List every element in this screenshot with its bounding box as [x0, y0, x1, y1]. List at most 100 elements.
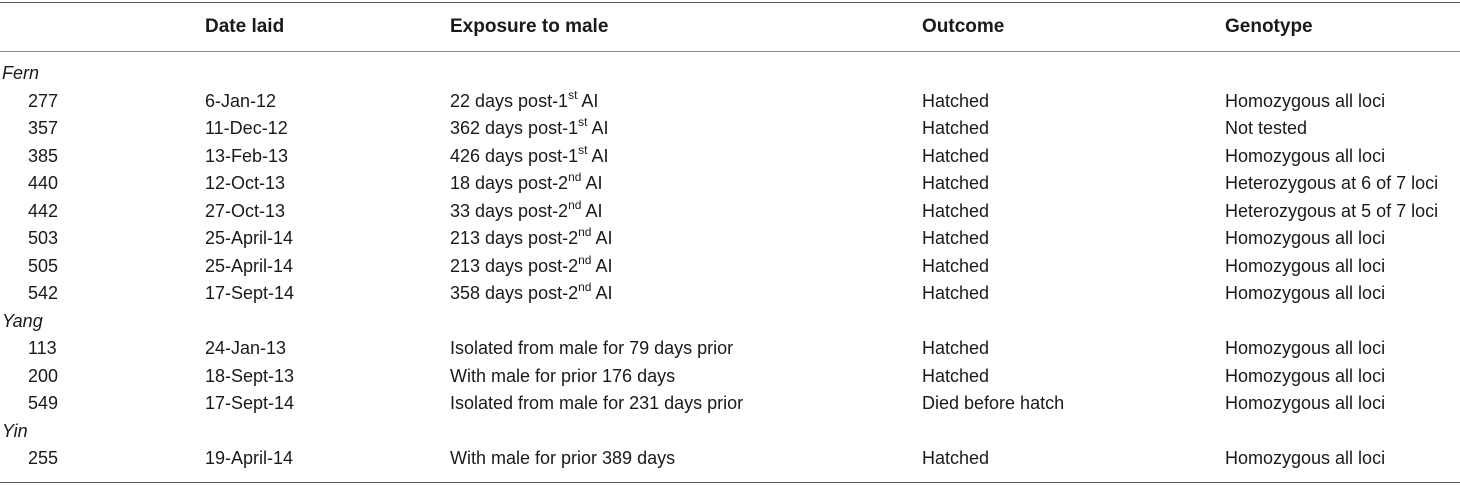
table-row: 255 19-April-14 With male for prior 389 da…: [0, 445, 1460, 472]
outcome-cell: Hatched: [922, 145, 990, 166]
ordinal-suffix: st: [568, 87, 578, 102]
genotype-cell: Homozygous all loci: [1225, 338, 1386, 358]
exposure-text: Isolated from male for 79 days prior: [450, 338, 734, 358]
date-laid-cell: 17-Sept-14: [205, 283, 295, 303]
outcome-cell: Hatched: [922, 173, 990, 193]
exposure-cell: 213 days post-2nd AI: [450, 253, 612, 280]
group-label: Yin: [2, 420, 28, 441]
ordinal-suffix: nd: [578, 225, 592, 239]
ordinal-suffix: st: [578, 142, 588, 157]
exposure-text: With male for prior 176 days: [450, 365, 676, 386]
exposure-text: 213 days post-2: [450, 255, 579, 276]
group-row: Yang: [0, 308, 1460, 335]
exposure-suffix-text: AI: [591, 283, 613, 303]
exposure-text: 213 days post-2: [450, 228, 579, 248]
genotype-cell: Homozygous all loci: [1225, 393, 1386, 413]
exposure-cell: 213 days post-2nd AI: [450, 225, 612, 252]
date-laid-cell: 17-Sept-14: [205, 393, 295, 413]
date-laid-cell: 13-Feb-13: [205, 145, 289, 166]
genotype-cell: Homozygous all loci: [1225, 365, 1386, 386]
outcome-cell: Hatched: [922, 228, 990, 248]
table-row: 442 27-Oct-13 33 days post-2nd AI Hatched He…: [0, 198, 1460, 225]
outcome-cell: Hatched: [922, 200, 990, 221]
table-row: 385 13-Feb-13 426 days post-1st AI Hatched H…: [0, 143, 1460, 170]
egg-id-cell: 277: [28, 90, 59, 111]
group-label: Yang: [2, 310, 43, 331]
outcome-cell: Hatched: [922, 365, 990, 386]
exposure-text: 18 days post-2: [450, 173, 569, 193]
egg-id-cell: 505: [28, 255, 59, 276]
exposure-text: 22 days post-1: [450, 90, 569, 111]
genotype-cell: Heterozygous at 6 of 7 loci: [1225, 173, 1439, 193]
ordinal-suffix: nd: [578, 252, 592, 267]
table-row: 200 18-Sept-13 With male for prior 176 day…: [0, 363, 1460, 390]
table-row: 503 25-April-14 213 days post-2nd AI Hatche…: [0, 225, 1460, 252]
exposure-cell: 426 days post-1st AI: [450, 143, 608, 170]
exposure-suffix-text: AI: [577, 90, 599, 111]
genotype-cell: Homozygous all loci: [1225, 145, 1386, 166]
table-row: 357 11-Dec-12 362 days post-1st AI Hatched N…: [0, 115, 1460, 142]
header-date-laid: Date laid: [205, 16, 285, 37]
exposure-cell: 33 days post-2nd AI: [450, 198, 602, 225]
header-exposure: Exposure to male: [450, 16, 609, 37]
exposure-suffix-text: AI: [591, 255, 613, 276]
ordinal-suffix: nd: [578, 280, 592, 294]
date-laid-cell: 19-April-14: [205, 448, 294, 468]
exposure-text: 362 days post-1: [450, 118, 579, 138]
exposure-suffix-text: AI: [587, 145, 609, 166]
table-row: 440 12-Oct-13 18 days post-2nd AI Hatched He…: [0, 170, 1460, 197]
date-laid-cell: 25-April-14: [205, 255, 294, 276]
outcome-cell: Hatched: [922, 255, 990, 276]
exposure-cell: With male for prior 389 days: [450, 445, 675, 472]
header-outcome: Outcome: [922, 16, 1005, 37]
exposure-cell: Isolated from male for 79 days prior: [450, 335, 733, 362]
egg-id-cell: 549: [28, 393, 59, 413]
egg-id-cell: 385: [28, 145, 59, 166]
date-laid-cell: 6-Jan-12: [205, 90, 277, 111]
exposure-suffix-text: AI: [587, 118, 609, 138]
table-row: 277 6-Jan-12 22 days post-1st AI Hatched Hom…: [0, 88, 1460, 115]
group-row: Fern: [0, 60, 1460, 87]
outcome-cell: Hatched: [922, 448, 990, 468]
ordinal-suffix: nd: [568, 170, 582, 184]
genotype-cell: Not tested: [1225, 118, 1308, 138]
ordinal-suffix: st: [578, 115, 588, 129]
table-row: 549 17-Sept-14 Isolated from male for 231 …: [0, 390, 1460, 417]
date-laid-cell: 11-Dec-12: [205, 118, 288, 138]
exposure-cell: 18 days post-2nd AI: [450, 170, 602, 197]
egg-id-cell: 200: [28, 365, 59, 386]
egg-id-cell: 113: [28, 338, 57, 358]
exposure-suffix-text: AI: [581, 173, 603, 193]
table-top-rule: [0, 2, 1460, 3]
exposure-text: With male for prior 389 days: [450, 448, 676, 468]
egg-id-cell: 442: [28, 200, 59, 221]
outcome-cell: Hatched: [922, 338, 990, 358]
table-row: 505 25-April-14 213 days post-2nd AI Hatche…: [0, 253, 1460, 280]
date-laid-cell: 27-Oct-13: [205, 200, 286, 221]
date-laid-cell: 25-April-14: [205, 228, 294, 248]
exposure-cell: 358 days post-2nd AI: [450, 280, 612, 307]
date-laid-cell: 24-Jan-13: [205, 338, 287, 358]
egg-id-cell: 255: [28, 448, 59, 468]
date-laid-cell: 18-Sept-13: [205, 365, 295, 386]
egg-id-cell: 503: [28, 228, 59, 248]
exposure-text: 358 days post-2: [450, 283, 579, 303]
table-bottom-rule: [0, 482, 1460, 483]
genotype-cell: Homozygous all loci: [1225, 228, 1386, 248]
outcome-cell: Died before hatch: [922, 393, 1065, 413]
exposure-text: 426 days post-1: [450, 145, 579, 166]
group-label: Fern: [2, 63, 40, 83]
exposure-cell: 22 days post-1st AI: [450, 88, 598, 115]
egg-id-cell: 542: [28, 283, 59, 303]
genotype-cell: Homozygous all loci: [1225, 283, 1386, 303]
group-row: Yin: [0, 418, 1460, 445]
exposure-suffix-text: AI: [581, 200, 603, 221]
date-laid-cell: 12-Oct-13: [205, 173, 286, 193]
genotype-cell: Homozygous all loci: [1225, 255, 1386, 276]
genotype-cell: Heterozygous at 5 of 7 loci: [1225, 200, 1439, 221]
table-row: 542 17-Sept-14 358 days post-2nd AI Hatched…: [0, 280, 1460, 307]
outcome-cell: Hatched: [922, 90, 990, 111]
header-rule: [0, 51, 1460, 52]
table-row: 113 24-Jan-13 Isolated from male for 79 da…: [0, 335, 1460, 362]
